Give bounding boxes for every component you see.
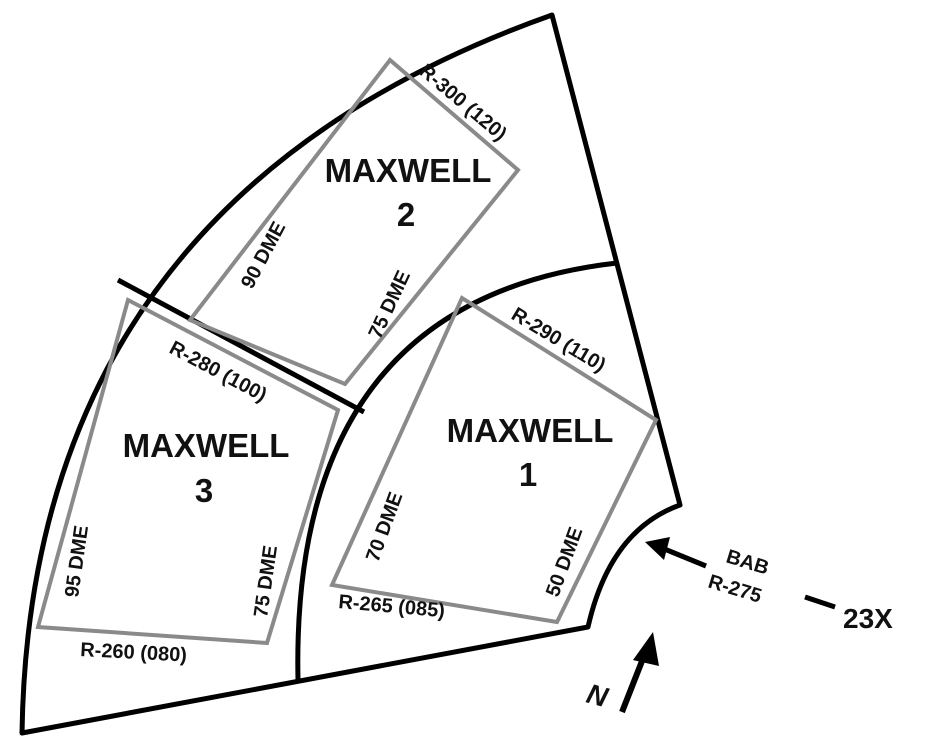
- maxwell-2-number: 2: [397, 196, 415, 233]
- maxwell-3-number: 3: [195, 472, 213, 509]
- navaid-identifier: 23X: [843, 603, 893, 634]
- navaid-tail-segment: [804, 594, 836, 610]
- inner-arc-boundary: [295, 260, 618, 681]
- maxwell-2-title: MAXWELL: [325, 152, 492, 189]
- navaid-arrow-shaft: [661, 545, 707, 569]
- north-label: N: [583, 678, 611, 713]
- north-arrow-icon: [633, 632, 659, 666]
- maxwell-3-title: MAXWELL: [123, 427, 290, 464]
- maxwell-1-title: MAXWELL: [447, 412, 614, 449]
- radial-label-r290: R-290 (110): [507, 303, 609, 376]
- navaid-name: BAB: [724, 546, 772, 580]
- dme-label-95: 95 DME: [61, 524, 93, 599]
- radial-label-r300: R-300 (120): [415, 60, 511, 145]
- radial-label-r260: R-260 (080): [80, 639, 188, 667]
- maxwell-3-boundary: [35, 297, 341, 646]
- maxwell-1-boundary: [329, 295, 659, 625]
- outer-sector-outline: [19, 12, 683, 736]
- maxwell-1-number: 1: [519, 456, 537, 493]
- dme-label-90: 90 DME: [237, 218, 290, 292]
- navaid-arrow-head: [645, 537, 670, 560]
- radial-label-r265: R-265 (085): [338, 591, 446, 622]
- north-arrow-shaft: [619, 654, 647, 714]
- divider-upper: [116, 277, 366, 415]
- maxwell-2-boundary: [186, 57, 521, 387]
- dme-label-50: 50 DME: [542, 524, 587, 599]
